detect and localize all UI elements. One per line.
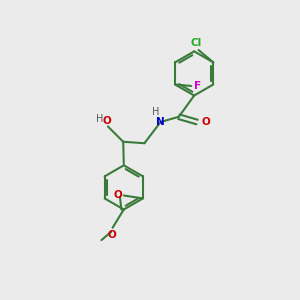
Text: H: H: [96, 114, 103, 124]
Text: O: O: [108, 230, 116, 239]
Text: O: O: [114, 190, 122, 200]
Text: F: F: [194, 81, 201, 91]
Text: O: O: [201, 117, 210, 127]
Text: O: O: [103, 116, 112, 126]
Text: H: H: [152, 107, 159, 117]
Text: Cl: Cl: [190, 38, 202, 48]
Text: N: N: [156, 117, 165, 127]
